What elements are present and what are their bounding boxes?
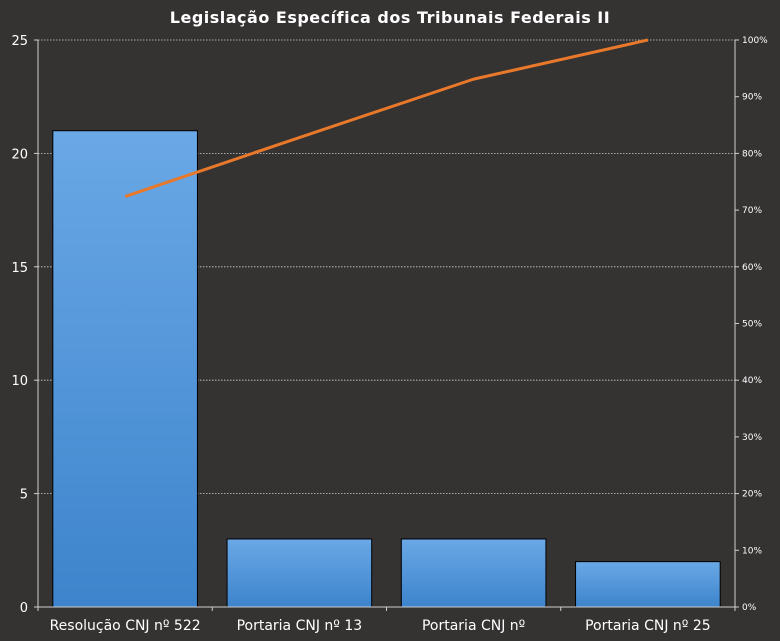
y-tick-label: 5 — [20, 488, 28, 503]
bars — [52, 130, 721, 608]
y2-tick-label: 40% — [742, 376, 762, 386]
chart-title: Legislação Específica dos Tribunais Fede… — [170, 8, 610, 27]
y2-tick-label: 0% — [742, 603, 757, 613]
y2-tick-label: 30% — [742, 433, 762, 443]
y2-tick-label: 100% — [742, 36, 768, 46]
grid-lines — [38, 39, 735, 495]
y2-tick-label: 90% — [742, 93, 762, 103]
axes — [34, 39, 739, 611]
y2-tick-label: 50% — [742, 320, 762, 330]
y2-tick-label: 20% — [742, 490, 762, 500]
x-tick-label: Resolução CNJ nº 522 — [50, 618, 201, 634]
y-tick-label: 10 — [11, 374, 28, 389]
y-tick-label: 25 — [11, 34, 28, 49]
y2-tick-label: 60% — [742, 263, 762, 273]
y-axis-ticks: 0 5 10 15 20 25 — [11, 34, 28, 616]
bar — [575, 561, 721, 608]
y2-tick-label: 10% — [742, 546, 762, 556]
y2-tick-label: 70% — [742, 206, 762, 216]
x-axis-labels: Resolução CNJ nº 522 Portaria CNJ nº 13 Po… — [50, 618, 711, 634]
cumulative-line-path — [124, 38, 649, 198]
y2-tick-label: 80% — [742, 149, 762, 159]
x-tick-label: Portaria CNJ nº 13 — [237, 618, 363, 634]
bar — [226, 538, 373, 608]
x-tick-label: Portaria CNJ nº — [422, 618, 525, 634]
x-tick-label: Portaria CNJ nº 25 — [585, 618, 711, 634]
y2-axis-ticks: 0% 10% 20% 30% 40% 50% 60% 70% 80% 90% 100% — [742, 36, 768, 613]
y-tick-label: 15 — [11, 261, 28, 276]
bar — [400, 538, 547, 608]
y-tick-label: 0 — [20, 601, 28, 616]
cumulative-line — [124, 38, 649, 198]
bar — [52, 130, 198, 608]
y-tick-label: 20 — [11, 147, 28, 162]
